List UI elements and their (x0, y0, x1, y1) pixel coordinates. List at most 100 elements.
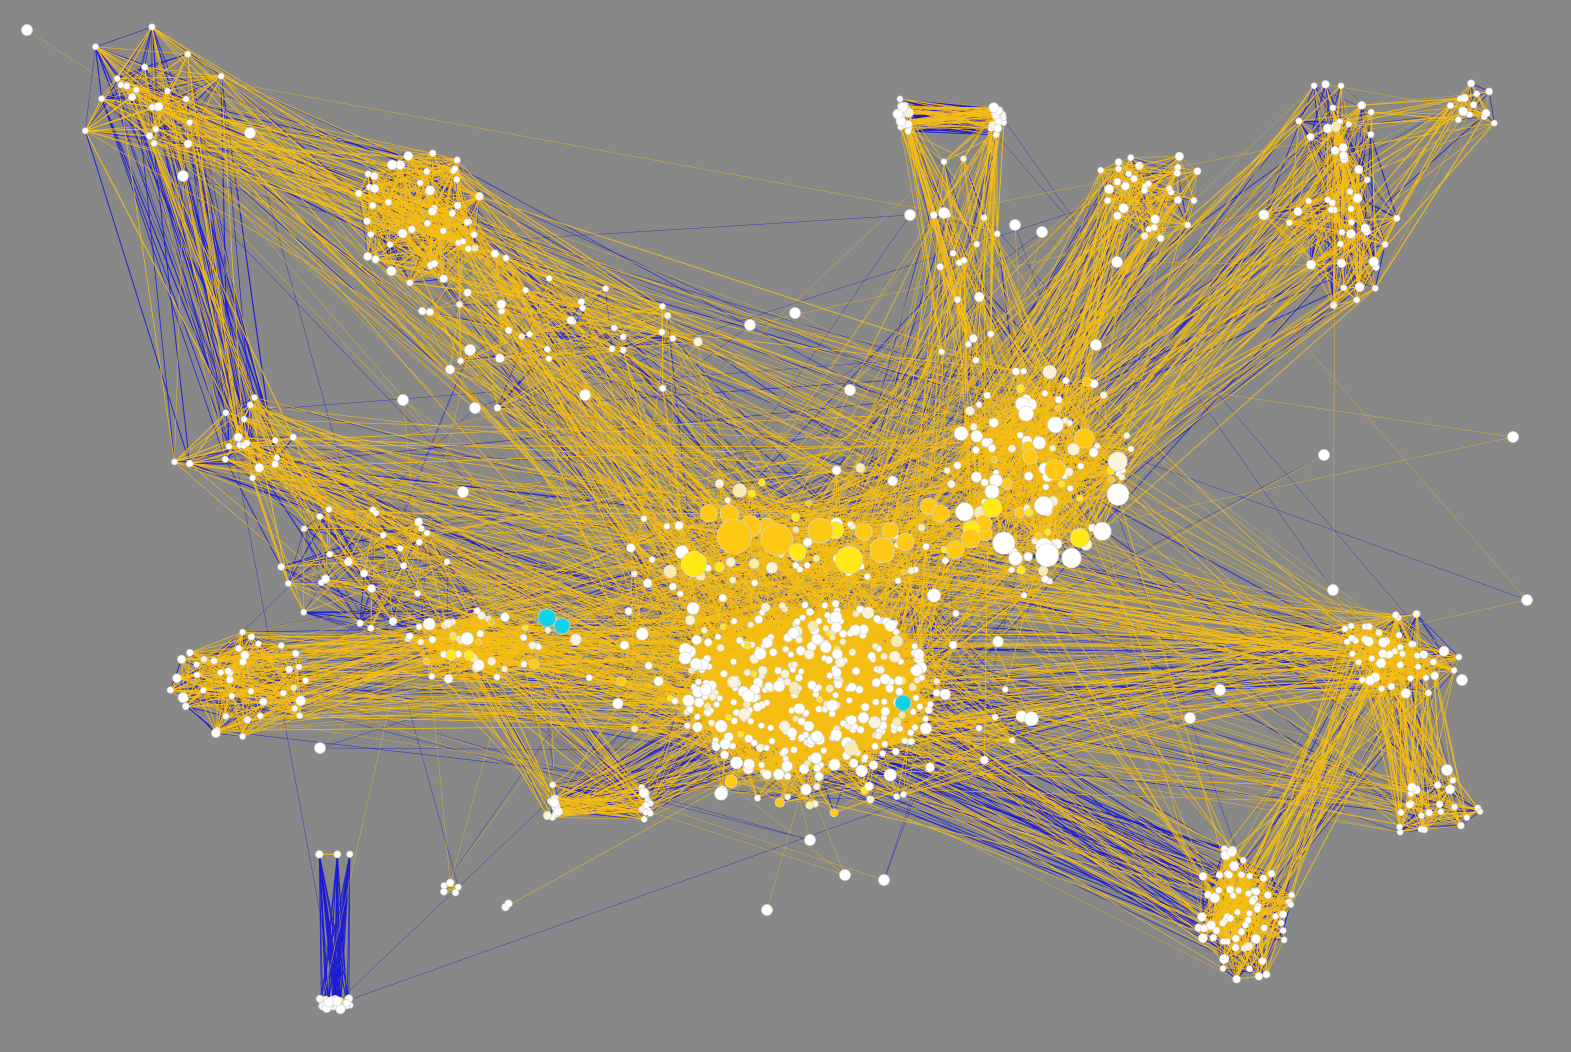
graph-node[interactable] (1219, 938, 1227, 945)
graph-node[interactable] (405, 632, 414, 641)
graph-node[interactable] (148, 23, 156, 31)
graph-node[interactable] (975, 724, 983, 732)
graph-node[interactable] (873, 614, 882, 624)
graph-node[interactable] (869, 537, 896, 564)
graph-node[interactable] (1198, 871, 1208, 881)
graph-node[interactable] (642, 801, 650, 809)
graph-node[interactable] (1460, 93, 1469, 103)
graph-node[interactable] (247, 633, 256, 641)
graph-node[interactable] (289, 433, 297, 441)
graph-node[interactable] (793, 618, 801, 626)
graph-node[interactable] (439, 227, 447, 235)
graph-node[interactable] (1328, 199, 1336, 207)
graph-node[interactable] (813, 782, 821, 791)
graph-node[interactable] (368, 201, 377, 210)
graph-node[interactable] (463, 218, 471, 226)
graph-node[interactable] (1020, 591, 1028, 599)
graph-node[interactable] (1225, 871, 1233, 879)
graph-node[interactable] (1400, 688, 1411, 699)
graph-node[interactable] (724, 774, 738, 788)
graph-node[interactable] (396, 545, 404, 552)
graph-node[interactable] (918, 674, 926, 682)
graph-node[interactable] (1113, 178, 1122, 186)
graph-node[interactable] (291, 649, 300, 658)
graph-node[interactable] (816, 696, 824, 704)
graph-node[interactable] (844, 384, 856, 396)
graph-node[interactable] (904, 120, 913, 128)
graph-node[interactable] (113, 75, 121, 82)
graph-node[interactable] (949, 249, 957, 257)
graph-node[interactable] (152, 125, 160, 133)
graph-node[interactable] (980, 214, 988, 222)
graph-node[interactable] (1074, 428, 1095, 449)
graph-node[interactable] (791, 661, 799, 669)
graph-node[interactable] (948, 640, 958, 650)
graph-node[interactable] (887, 475, 898, 487)
graph-node[interactable] (1259, 874, 1268, 883)
graph-node[interactable] (719, 623, 727, 631)
graph-node[interactable] (907, 729, 915, 736)
graph-node[interactable] (1197, 912, 1207, 922)
graph-node[interactable] (839, 869, 851, 881)
graph-node[interactable] (1330, 146, 1340, 155)
graph-node[interactable] (758, 478, 766, 487)
graph-node[interactable] (379, 531, 387, 539)
graph-node[interactable] (700, 626, 708, 634)
graph-node[interactable] (980, 478, 989, 487)
graph-node[interactable] (612, 698, 624, 710)
graph-node[interactable] (619, 346, 627, 354)
graph-node[interactable] (1396, 661, 1404, 669)
graph-node[interactable] (992, 531, 1016, 555)
graph-node[interactable] (922, 715, 929, 723)
graph-node[interactable] (1341, 625, 1349, 633)
graph-node[interactable] (828, 758, 841, 771)
graph-node[interactable] (440, 882, 448, 890)
graph-node[interactable] (1062, 377, 1070, 385)
graph-node[interactable] (1381, 241, 1389, 248)
graph-node[interactable] (659, 384, 667, 392)
graph-node[interactable] (893, 793, 901, 801)
graph-node[interactable] (913, 648, 925, 660)
graph-node[interactable] (743, 758, 755, 771)
graph-node[interactable] (754, 615, 764, 624)
graph-node[interactable] (754, 647, 767, 660)
graph-node[interactable] (1397, 643, 1404, 651)
graph-node[interactable] (1433, 781, 1442, 789)
graph-node[interactable] (1049, 444, 1057, 452)
graph-node[interactable] (456, 301, 463, 308)
graph-node[interactable] (240, 650, 250, 660)
graph-node[interactable] (500, 612, 510, 623)
graph-node[interactable] (1476, 808, 1484, 815)
graph-node[interactable] (504, 899, 513, 908)
graph-node[interactable] (518, 333, 526, 340)
graph-node[interactable] (1044, 458, 1066, 481)
graph-node[interactable] (1429, 658, 1437, 666)
graph-node[interactable] (795, 645, 806, 656)
graph-node[interactable] (643, 578, 653, 588)
graph-node[interactable] (228, 692, 236, 700)
graph-node[interactable] (225, 442, 233, 450)
graph-node[interactable] (849, 624, 862, 636)
graph-node[interactable] (744, 319, 756, 331)
graph-node[interactable] (1173, 196, 1182, 204)
graph-node[interactable] (543, 345, 551, 353)
graph-node[interactable] (1111, 256, 1123, 268)
graph-node[interactable] (1310, 82, 1318, 90)
graph-node[interactable] (861, 606, 875, 619)
graph-node[interactable] (797, 717, 806, 726)
graph-node[interactable] (471, 244, 479, 252)
graph-node[interactable] (943, 467, 951, 475)
graph-node[interactable] (792, 715, 799, 723)
graph-node[interactable] (1458, 106, 1468, 117)
graph-node[interactable] (708, 719, 716, 727)
graph-node[interactable] (754, 794, 761, 802)
graph-node[interactable] (314, 742, 326, 754)
graph-node[interactable] (364, 170, 372, 178)
graph-node[interactable] (1001, 478, 1013, 490)
graph-node[interactable] (1399, 650, 1406, 658)
graph-node[interactable] (200, 655, 208, 663)
graph-node[interactable] (992, 131, 1000, 139)
graph-node[interactable] (1293, 207, 1303, 216)
graph-node[interactable] (1430, 671, 1439, 681)
graph-node[interactable] (363, 217, 371, 226)
